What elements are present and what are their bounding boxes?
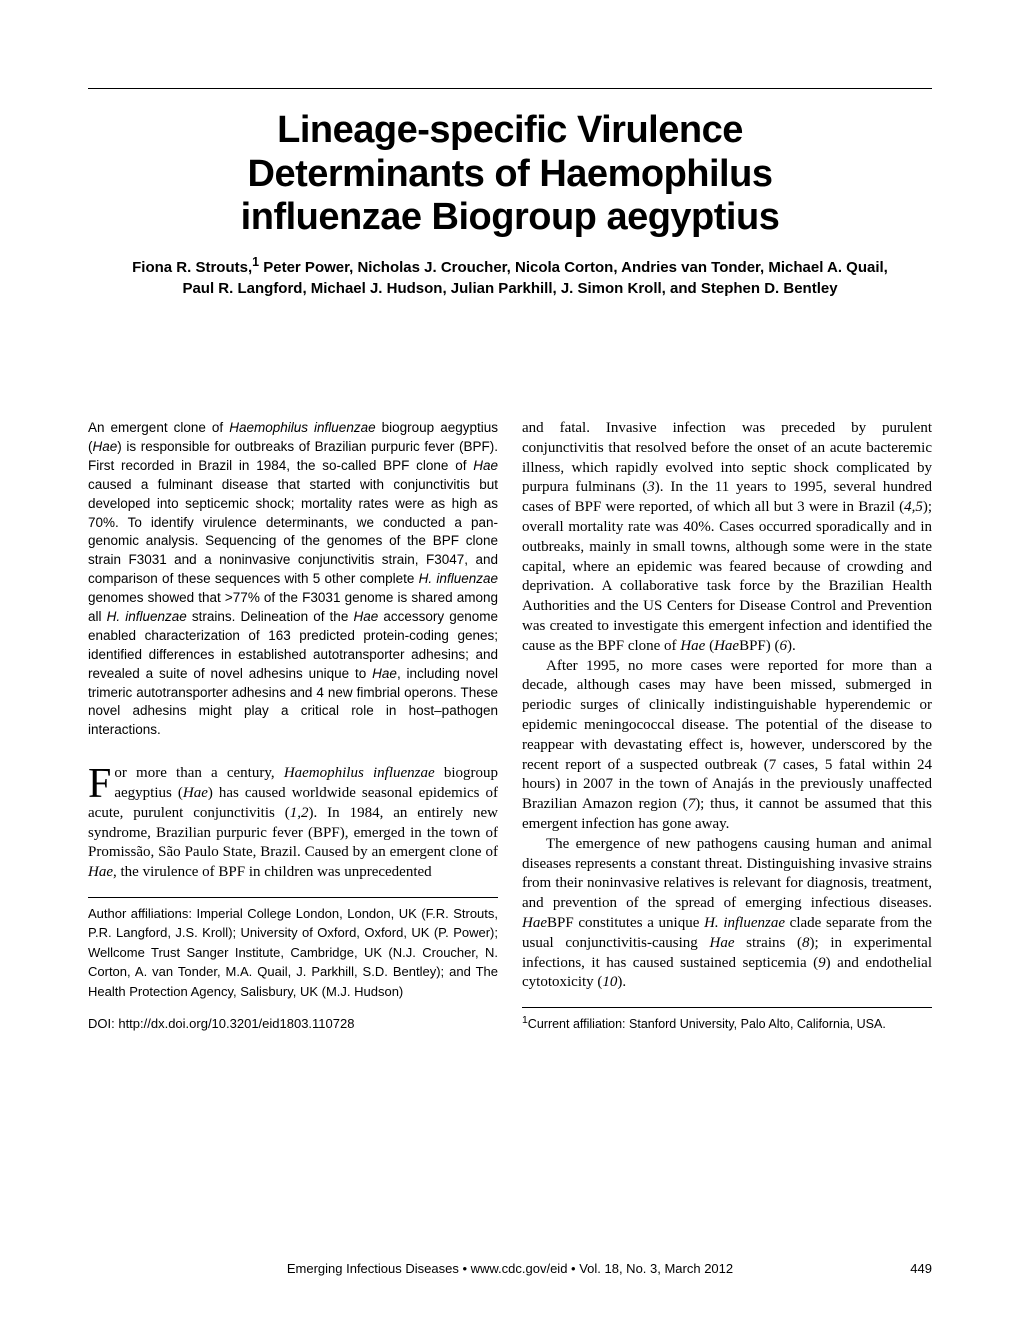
title-line-2: Determinants of Haemophilus (248, 153, 773, 195)
page-footer: Emerging Infectious Diseases • www.cdc.g… (88, 1261, 932, 1276)
affiliation-rule (88, 897, 498, 898)
author-list: Fiona R. Strouts,1 Peter Power, Nicholas… (130, 254, 890, 299)
right-paragraph-3: The emergence of new pathogens causing h… (522, 835, 932, 993)
right-column: and fatal. Invasive infection was preced… (522, 419, 932, 1033)
abstract: An emergent clone of Haemophilus influen… (88, 419, 498, 740)
article-title: Lineage-specific Virulence Determinants … (88, 109, 932, 240)
title-line-1: Lineage-specific Virulence (277, 109, 743, 151)
author-affiliations: Author affiliations: Imperial College Lo… (88, 904, 498, 1002)
footnote-rule (522, 1007, 932, 1008)
left-paragraph-1: For more than a century, Haemophilus inf… (88, 764, 498, 883)
two-column-layout: An emergent clone of Haemophilus influen… (88, 419, 932, 1033)
left-body-text: For more than a century, Haemophilus inf… (88, 764, 498, 883)
current-affiliation-footnote: 1Current affiliation: Stanford Universit… (522, 1014, 932, 1033)
right-paragraph-1: and fatal. Invasive infection was preced… (522, 419, 932, 657)
right-paragraph-2: After 1995, no more cases were reported … (522, 657, 932, 835)
page-number: 449 (910, 1261, 932, 1276)
doi-line: DOI: http://dx.doi.org/10.3201/eid1803.1… (88, 1015, 498, 1033)
title-line-3: influenzae Biogroup aegyptius (241, 196, 780, 238)
left-column: An emergent clone of Haemophilus influen… (88, 419, 498, 1033)
page-container: Lineage-specific Virulence Determinants … (0, 0, 1020, 1083)
top-rule (88, 88, 932, 89)
